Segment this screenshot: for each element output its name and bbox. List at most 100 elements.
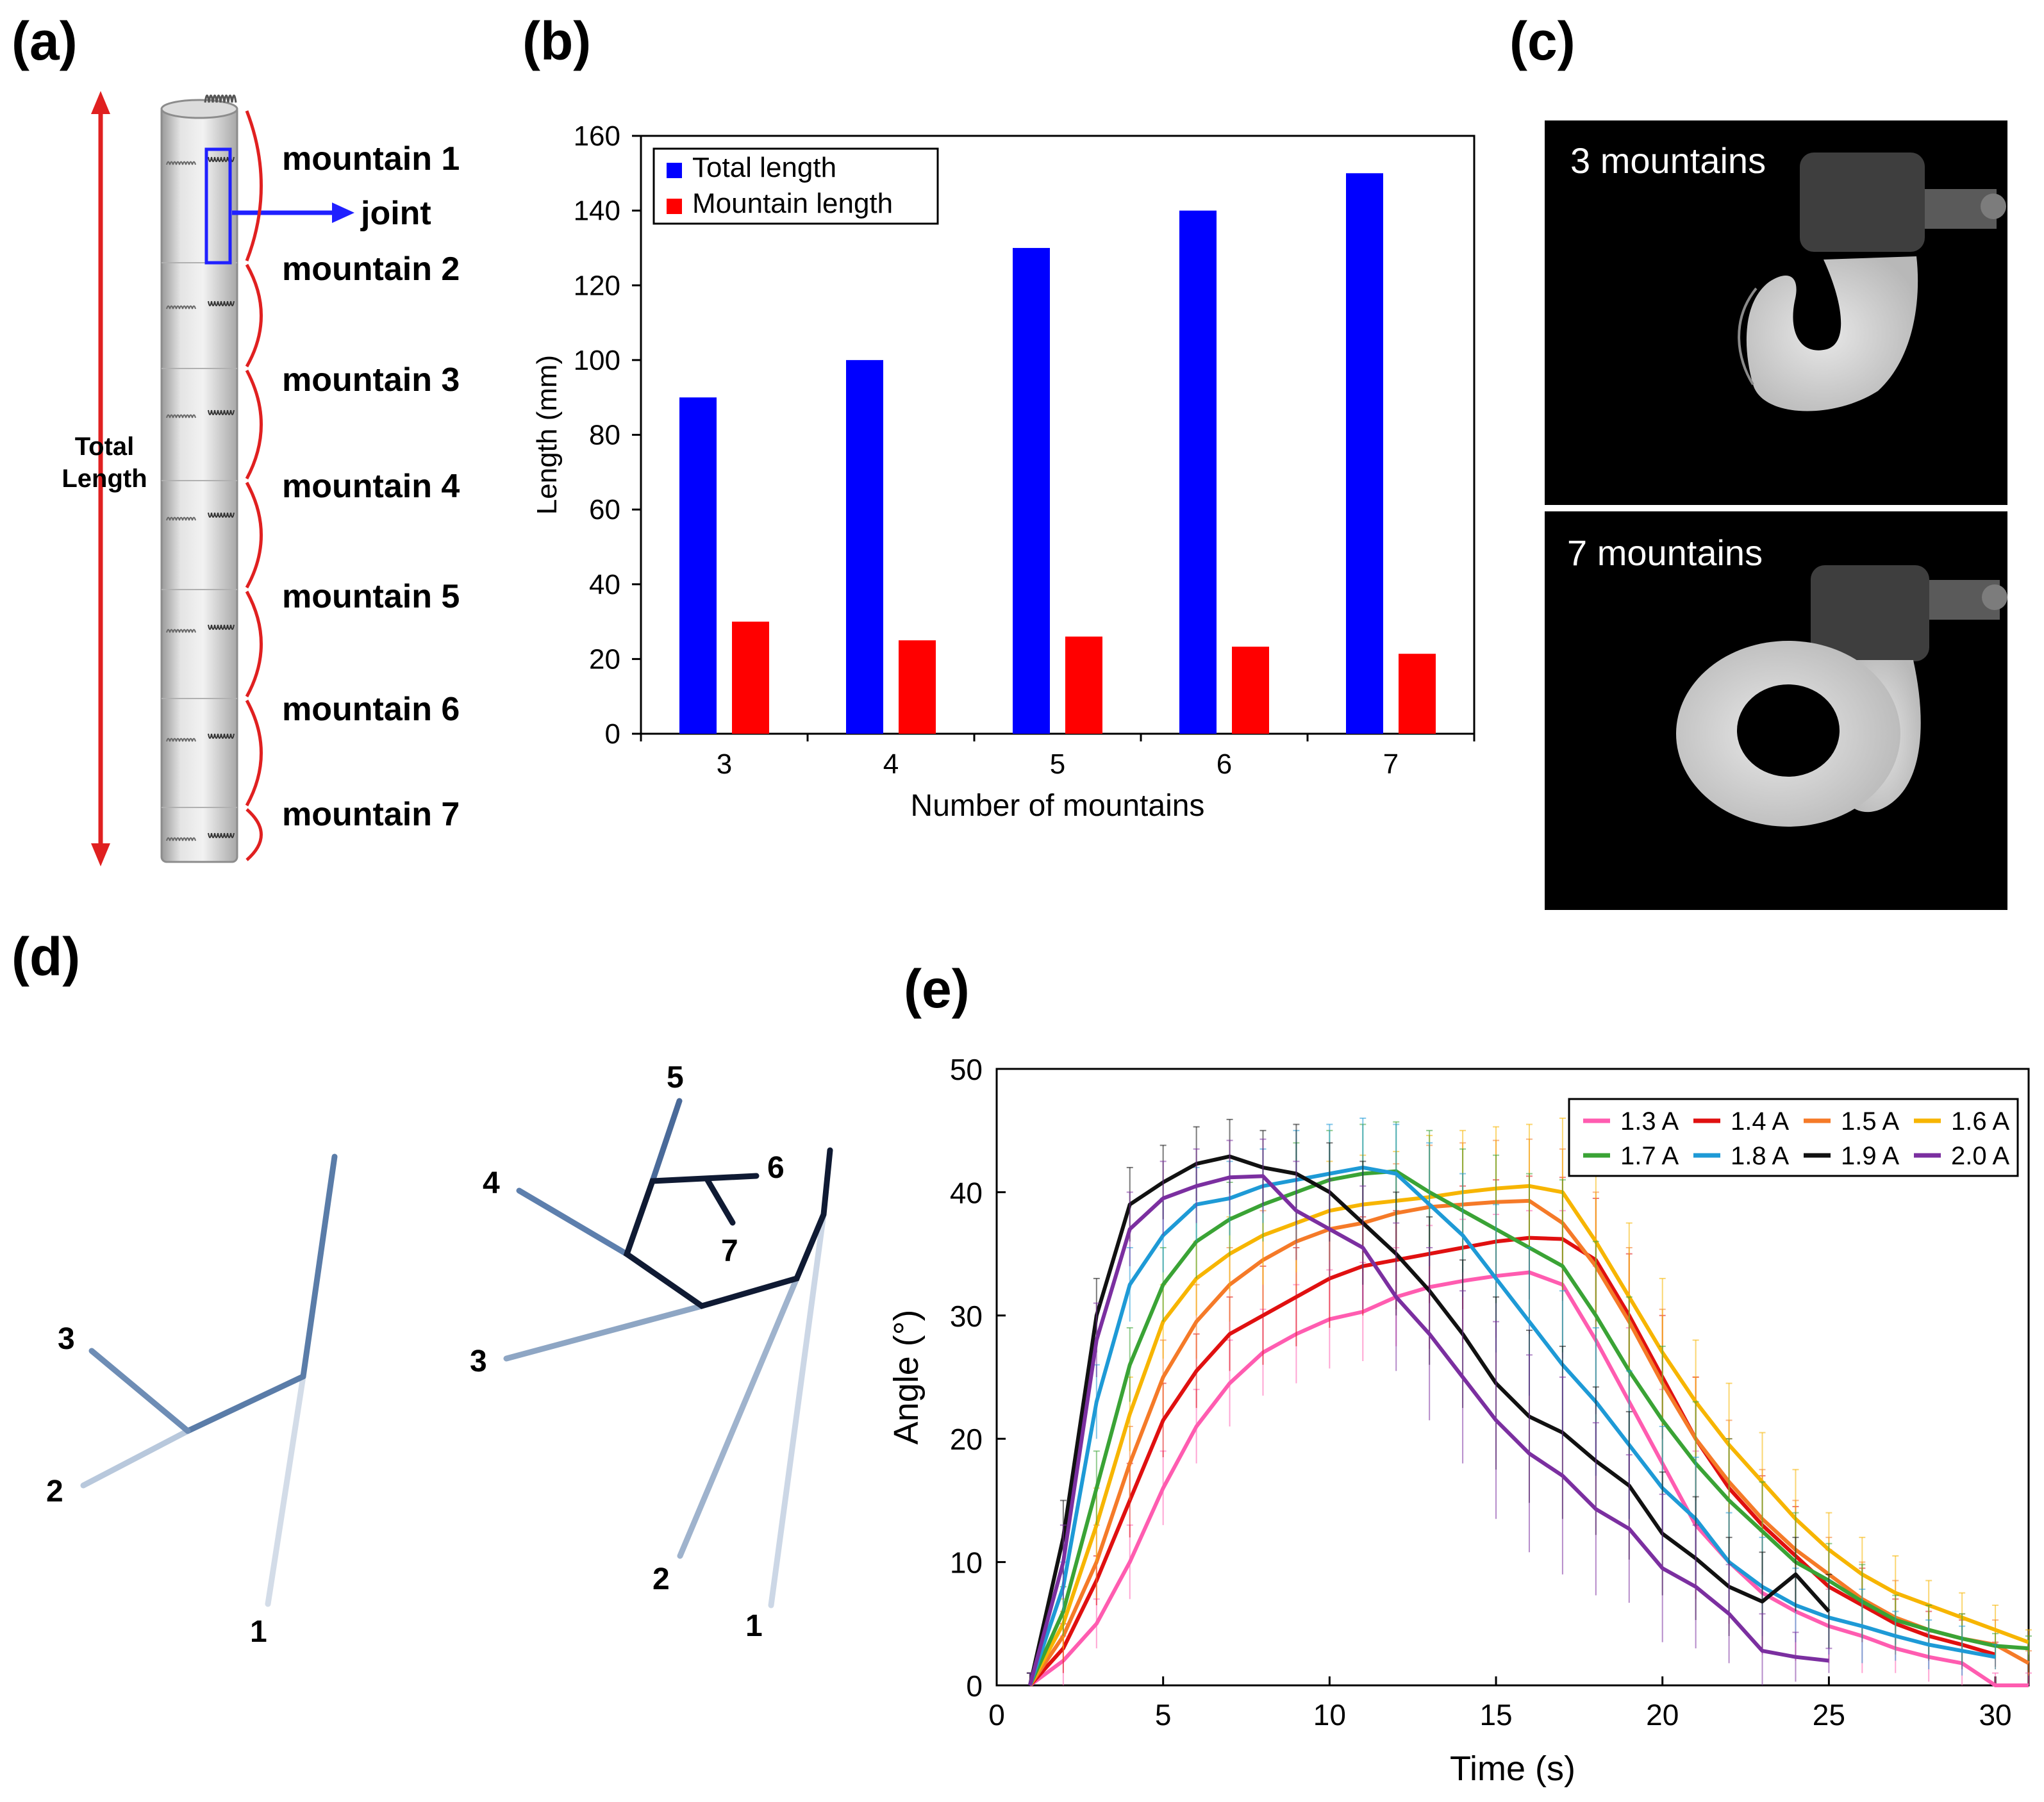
x-tick-label: 15: [1479, 1698, 1512, 1732]
joint-coil: [208, 832, 235, 838]
skeleton-left: [80, 1153, 338, 1607]
x-tick-label: 7: [1383, 748, 1399, 780]
y-tick-label: 0: [966, 1669, 983, 1703]
mountain-label: mountain 3: [282, 361, 460, 399]
photo-top-robot: [1738, 153, 2006, 411]
right-label-2: 2: [652, 1562, 670, 1596]
bar-mountain-length: [1065, 636, 1102, 734]
mountain-label: mountain 5: [282, 578, 460, 615]
mountain-bracket: [245, 481, 263, 589]
total-length-arrow-top: [91, 91, 110, 114]
panel-label-b: (b): [522, 11, 592, 71]
joint-coil: [208, 301, 235, 306]
joint-highlight-box: [204, 147, 232, 265]
top-coil: [204, 94, 237, 103]
legend-swatch: [667, 199, 682, 214]
bar-total-length: [679, 397, 717, 734]
left-label-3: 3: [58, 1322, 75, 1356]
series-line: [1028, 1165, 1996, 1686]
side-coil: [166, 738, 196, 742]
y-tick-label: 100: [574, 345, 620, 376]
mountain-label: mountain 1: [282, 140, 460, 178]
x-tick-label: 0: [988, 1698, 1005, 1732]
legend-label: 1.5 A: [1841, 1107, 1900, 1136]
mountain-label: mountain 4: [282, 468, 460, 505]
left-label-1: 1: [250, 1615, 267, 1649]
x-tick-label: 5: [1155, 1698, 1172, 1732]
y-tick-label: 30: [950, 1300, 983, 1333]
x-tick-label: 6: [1217, 748, 1232, 780]
y-tick-label: 140: [574, 195, 620, 227]
y-tick-label: 160: [574, 120, 620, 152]
mountain-bracket: [245, 110, 263, 261]
panel-label-a: (a): [12, 11, 78, 71]
bar-total-length: [846, 360, 883, 734]
bar-mountain-length: [899, 640, 936, 734]
panel-label-e: (e): [904, 959, 970, 1019]
mountain-label: mountain 7: [282, 796, 460, 833]
joint-coil: [208, 409, 235, 415]
legend-label: Total length: [692, 152, 836, 183]
legend-label: 1.8 A: [1731, 1142, 1790, 1170]
series-group: [1026, 1138, 1832, 1686]
y-tick-label: 20: [589, 643, 620, 675]
panel-c: 3 mountains 7 mountains: [1545, 120, 2007, 910]
legend-label: 1.9 A: [1841, 1142, 1900, 1170]
joint-coil: [208, 512, 235, 518]
total-label-line1: Total: [75, 433, 135, 461]
panel-label-c: (c): [1509, 11, 1575, 71]
panel-label-d: (d): [12, 927, 81, 987]
y-tick-label: 80: [589, 420, 620, 451]
legend-label: 1.3 A: [1620, 1107, 1679, 1136]
side-coil: [166, 414, 196, 418]
mountain-bracket: [245, 699, 263, 807]
legend-label: 1.6 A: [1951, 1107, 2010, 1136]
legend-box: [1568, 1098, 2019, 1177]
mountain-label: mountain 2: [282, 251, 460, 288]
skeleton-right: [503, 1098, 833, 1608]
side-coil: [166, 161, 196, 165]
right-label-5: 5: [667, 1061, 684, 1095]
legend-swatch: [667, 163, 682, 178]
side-coil: [166, 305, 196, 310]
robot-rod: [160, 94, 238, 863]
x-axis-label: Time (s): [1450, 1749, 1575, 1788]
x-tick-label: 10: [1313, 1698, 1346, 1732]
side-coil: [166, 517, 196, 521]
y-tick-label: 50: [950, 1053, 983, 1086]
panel-d: 1 2 3 1 2 3 4 5 6 7: [46, 1061, 833, 1649]
left-label-2: 2: [46, 1475, 63, 1509]
photo-top-caption: 3 mountains: [1570, 140, 1766, 181]
photo-bottom-robot: [1676, 565, 2007, 827]
side-coil: [166, 629, 196, 633]
joint-label: joint: [360, 195, 431, 232]
series-line: [1028, 1174, 1829, 1686]
mountain-bracket: [245, 263, 263, 368]
legend-label: 1.4 A: [1731, 1107, 1790, 1136]
bar-mountain-length: [1399, 654, 1436, 734]
joint-arrow-head: [332, 203, 354, 223]
right-label-3: 3: [470, 1344, 487, 1378]
mountain-bracket: [245, 590, 263, 698]
right-label-7: 7: [721, 1234, 738, 1268]
legend-label: 1.7 A: [1620, 1142, 1679, 1170]
y-tick-label: 10: [950, 1546, 983, 1580]
series-group: [1026, 1175, 1999, 1687]
bar-mountain-length: [1232, 647, 1269, 734]
joint-coil: [208, 624, 235, 630]
y-tick-label: 40: [589, 569, 620, 600]
photo-bottom-caption: 7 mountains: [1567, 533, 1763, 573]
bar-total-length: [1013, 247, 1050, 734]
mountain-brackets: mountain 1 mountain 2 mountain 3 mountain 4…: [245, 110, 460, 861]
y-tick-label: 40: [950, 1176, 983, 1209]
y-tick-label: 20: [950, 1423, 983, 1456]
y-tick-label: 0: [605, 718, 620, 750]
x-tick-label: 25: [1813, 1698, 1845, 1732]
bar-total-length: [1179, 210, 1217, 734]
y-tick-label: 60: [589, 494, 620, 525]
right-label-4: 4: [483, 1166, 500, 1200]
mountain-label: mountain 6: [282, 691, 460, 728]
x-tick-label: 4: [883, 748, 899, 780]
